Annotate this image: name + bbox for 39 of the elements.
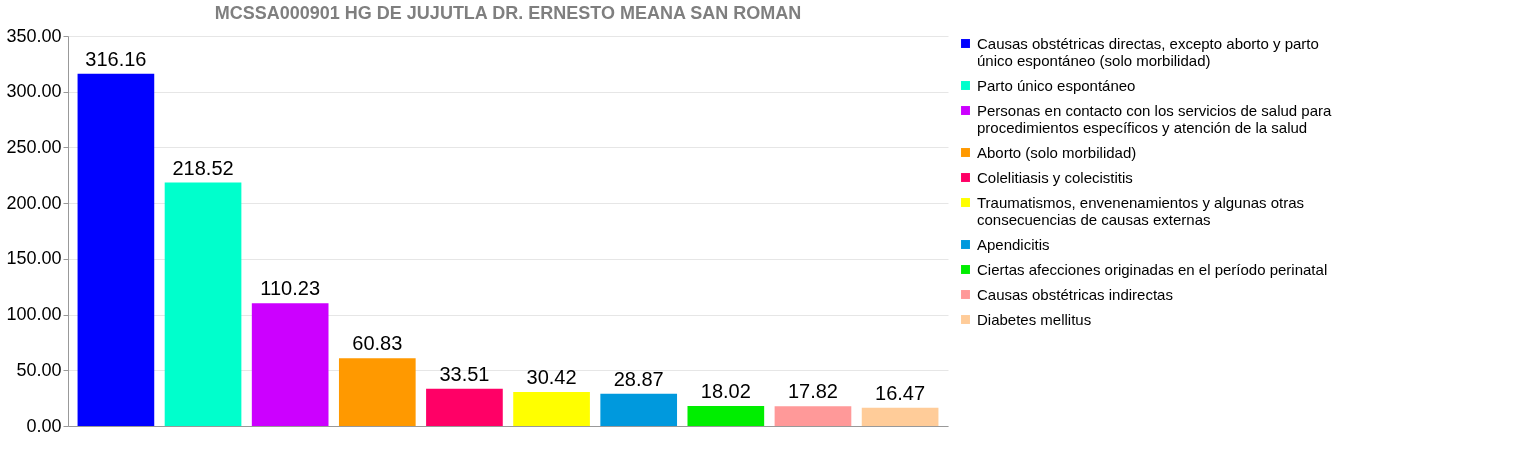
- legend-label: Personas en contacto con los servicios de salud para procedimientos específicos y atención de la salud: [977, 101, 1333, 136]
- legend-label: Causas obstétricas directas, excepto aborto y parto único espontáneo (solo morbilidad): [977, 34, 1319, 69]
- bar: [338, 358, 416, 426]
- chart-title: MCSSA000901 HG DE JUJUTLA DR. ERNESTO MEANA SAN ROMAN: [214, 3, 802, 23]
- data-label: 28.87: [613, 367, 664, 390]
- y-tick-label: 250.00: [6, 136, 62, 157]
- data-label: 18.02: [700, 379, 751, 402]
- data-label: 60.83: [352, 332, 403, 355]
- data-label: 16.47: [875, 381, 926, 404]
- data-label: 110.23: [260, 277, 321, 300]
- legend-label: Parto único espontáneo: [977, 76, 1136, 94]
- y-tick-label: 150.00: [6, 248, 62, 269]
- legend-label: Apendicitis: [977, 235, 1050, 253]
- bar: [774, 406, 852, 426]
- bar: [77, 73, 155, 426]
- data-label: 218.52: [172, 156, 234, 179]
- y-tick-label: 300.00: [6, 81, 62, 102]
- data-label: 17.82: [787, 380, 838, 403]
- y-tick-label: 0.00: [26, 415, 62, 436]
- y-tick-label: 50.00: [16, 359, 62, 380]
- bar: [861, 407, 939, 426]
- legend-label: Aborto (solo morbilidad): [977, 143, 1137, 161]
- legend-label: Ciertas afecciones originadas en el período perinatal: [977, 260, 1328, 278]
- data-label: 316.16: [85, 47, 147, 70]
- bar: [687, 405, 765, 426]
- y-tick-label: 100.00: [6, 304, 62, 325]
- legend-label: Traumatismos, envenenamientos y algunas otras consecuencias de causas externas: [977, 193, 1305, 228]
- bar: [164, 182, 242, 426]
- y-tick-label: 350.00: [6, 25, 62, 46]
- bar: [426, 388, 503, 426]
- legend-label: Diabetes mellitus: [977, 310, 1092, 328]
- legend-label: Colelitiasis y colecistitis: [977, 168, 1133, 186]
- y-tick-label: 200.00: [6, 192, 62, 213]
- legend-label: Causas obstétricas indirectas: [977, 285, 1173, 303]
- data-label: 33.51: [439, 362, 490, 385]
- bar: [513, 392, 590, 426]
- bar: [600, 393, 678, 426]
- bar: [251, 303, 329, 426]
- data-label: 30.42: [526, 366, 577, 389]
